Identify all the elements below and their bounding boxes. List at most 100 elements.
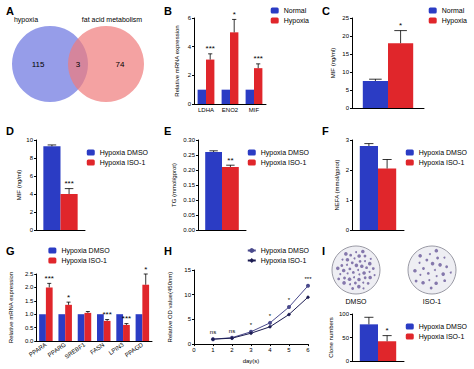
svg-text:ISO-1: ISO-1 [423, 298, 441, 305]
svg-text:3: 3 [346, 137, 350, 143]
svg-text:50: 50 [342, 335, 349, 341]
svg-text:Hypoxia: Hypoxia [442, 17, 467, 25]
svg-text:*: * [288, 297, 291, 303]
svg-text:2: 2 [230, 347, 234, 353]
svg-text:5: 5 [287, 347, 291, 353]
svg-text:Relative OD value(450nm): Relative OD value(450nm) [167, 272, 173, 343]
svg-text:Clone numbers: Clone numbers [328, 317, 334, 358]
svg-text:Hypoxia ISO-1: Hypoxia ISO-1 [261, 257, 307, 265]
svg-text:2: 2 [30, 209, 34, 215]
svg-text:Hypoxia ISO-1: Hypoxia ISO-1 [261, 159, 307, 167]
svg-text:25: 25 [342, 15, 349, 21]
svg-text:0.5: 0.5 [25, 325, 34, 331]
svg-text:0.30: 0.30 [183, 137, 195, 143]
svg-text:0.20: 0.20 [183, 167, 195, 173]
svg-text:C: C [322, 5, 330, 17]
svg-text:***: *** [122, 314, 131, 323]
svg-text:E: E [164, 125, 171, 137]
svg-text:6: 6 [188, 15, 192, 21]
svg-text:0.25: 0.25 [183, 152, 195, 158]
svg-text:Hypoxia DMSO: Hypoxia DMSO [61, 247, 110, 255]
svg-text:Hypoxia DMSO: Hypoxia DMSO [261, 149, 310, 157]
svg-text:ENO2: ENO2 [222, 107, 239, 113]
svg-text:Hypoxia ISO-1: Hypoxia ISO-1 [419, 333, 465, 341]
svg-text:8: 8 [30, 155, 34, 161]
svg-text:1: 1 [346, 197, 350, 203]
svg-text:TG (mmol/gprot): TG (mmol/gprot) [171, 163, 177, 207]
svg-text:0: 0 [30, 227, 34, 233]
svg-text:*: * [250, 322, 253, 328]
svg-text:1.5: 1.5 [25, 298, 34, 304]
svg-text:115: 115 [32, 60, 45, 69]
svg-text:0: 0 [346, 227, 350, 233]
svg-text:1.0: 1.0 [25, 311, 34, 317]
svg-text:100: 100 [339, 311, 350, 317]
svg-text:DMSO: DMSO [346, 298, 368, 305]
svg-text:10: 10 [26, 137, 33, 143]
svg-text:1: 1 [211, 347, 215, 353]
svg-text:***: *** [102, 310, 111, 319]
svg-text:5: 5 [346, 87, 350, 93]
svg-text:2.0: 2.0 [25, 284, 34, 290]
svg-text:Hypoxia: Hypoxia [284, 17, 309, 25]
svg-text:Hypoxia ISO-1: Hypoxia ISO-1 [61, 257, 107, 265]
svg-text:0.0: 0.0 [25, 338, 34, 344]
svg-text:B: B [164, 5, 172, 17]
svg-text:***: *** [304, 276, 312, 282]
svg-text:*: * [233, 10, 236, 19]
svg-text:3: 3 [249, 347, 253, 353]
svg-text:SREBF1: SREBF1 [64, 341, 87, 360]
svg-text:G: G [6, 245, 15, 257]
svg-text:I: I [322, 245, 325, 257]
svg-text:0.00: 0.00 [183, 227, 195, 233]
svg-text:0: 0 [188, 341, 192, 347]
svg-text:***: *** [64, 179, 73, 188]
svg-text:Hypoxia DMSO: Hypoxia DMSO [419, 323, 468, 331]
svg-text:Relative mRNA expression: Relative mRNA expression [8, 272, 14, 343]
svg-text:*: * [144, 265, 147, 274]
svg-text:0.10: 0.10 [183, 197, 195, 203]
svg-text:0: 0 [192, 347, 196, 353]
svg-text:4: 4 [30, 191, 34, 197]
svg-text:6: 6 [30, 173, 34, 179]
svg-text:Hypoxia DMSO: Hypoxia DMSO [100, 149, 149, 157]
svg-text:0.15: 0.15 [183, 182, 195, 188]
svg-text:15: 15 [342, 51, 349, 57]
svg-text:***: *** [206, 44, 215, 53]
svg-text:MIF: MIF [249, 107, 260, 113]
svg-text:MIF (ng/ml): MIF (ng/ml) [330, 48, 336, 79]
svg-text:*: * [386, 326, 389, 335]
svg-text:fat acid metabolism: fat acid metabolism [82, 16, 142, 23]
svg-text:0.05: 0.05 [183, 212, 195, 218]
svg-text:0: 0 [188, 101, 192, 107]
svg-text:**: ** [227, 156, 233, 165]
svg-text:PPARA: PPARA [28, 342, 48, 358]
svg-text:FASN: FASN [89, 342, 105, 356]
svg-text:ns: ns [229, 328, 235, 334]
svg-text:74: 74 [116, 60, 125, 69]
svg-text:Hypoxia DMSO: Hypoxia DMSO [419, 149, 468, 157]
svg-text:***: *** [45, 274, 54, 283]
svg-text:4: 4 [188, 44, 192, 50]
svg-text:PPAGD: PPAGD [124, 341, 145, 358]
svg-text:2: 2 [346, 167, 350, 173]
svg-text:hypoxia: hypoxia [14, 16, 38, 24]
svg-text:***: *** [254, 54, 263, 63]
svg-text:Normal: Normal [442, 7, 465, 14]
svg-text:LDHA: LDHA [198, 107, 214, 113]
svg-text:Hypoxia ISO-1: Hypoxia ISO-1 [100, 159, 146, 167]
svg-text:*: * [399, 21, 402, 30]
svg-text:10: 10 [184, 292, 191, 298]
svg-text:15: 15 [184, 267, 191, 273]
svg-text:*: * [67, 293, 70, 302]
svg-text:10: 10 [342, 69, 349, 75]
svg-text:D: D [6, 125, 14, 137]
svg-text:F: F [322, 125, 329, 137]
svg-text:H: H [164, 245, 172, 257]
svg-text:5: 5 [188, 316, 192, 322]
svg-text:A: A [6, 5, 14, 17]
svg-text:0: 0 [346, 105, 350, 111]
svg-text:2: 2 [188, 72, 192, 78]
svg-text:Relative mRNA expression: Relative mRNA expression [174, 25, 180, 96]
svg-text:MIF (ng/ml): MIF (ng/ml) [16, 170, 22, 201]
